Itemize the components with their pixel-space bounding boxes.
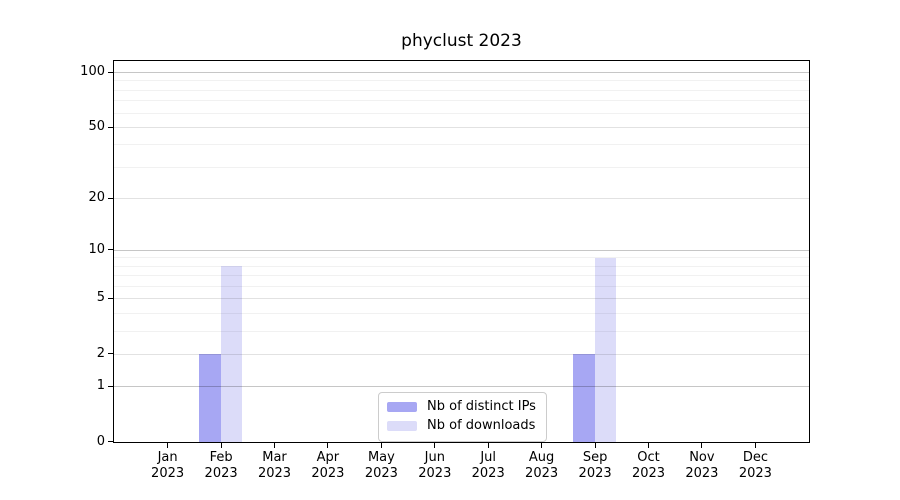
x-tick-label-jun: Jun 2023 <box>418 450 452 481</box>
gridline-100 <box>114 72 809 74</box>
bar-ips-sep <box>573 354 595 442</box>
x-tick-label-dec: Dec 2023 <box>738 450 772 481</box>
bar-ips-feb <box>199 354 221 442</box>
gridline-60 <box>114 112 809 114</box>
gridline-1 <box>114 386 809 388</box>
gridline-70 <box>114 100 809 102</box>
gridline-6 <box>114 285 809 287</box>
legendend-box: Nb of distinct IPs Nb of downloads <box>378 392 547 442</box>
y-tick-10 <box>108 249 113 251</box>
gridline-7 <box>114 275 809 277</box>
y-tick-label-20: 20 <box>88 190 105 205</box>
gridline-3 <box>114 330 809 332</box>
y-tick-5 <box>108 297 113 299</box>
x-tick-label-oct: Oct 2023 <box>631 450 666 481</box>
y-tick-100 <box>108 71 113 73</box>
gridline-50 <box>114 126 809 128</box>
x-tick-label-may: May 2023 <box>364 450 398 481</box>
y-tick-20 <box>108 197 113 199</box>
y-tick-50 <box>108 126 113 128</box>
legend-row-downloads: Nb of downloads <box>387 416 536 435</box>
x-tick-nov <box>701 443 703 448</box>
gridline-20 <box>114 197 809 199</box>
x-tick-label-nov: Nov 2023 <box>685 450 719 481</box>
legend-swatch-ips <box>387 401 417 412</box>
gridline-90 <box>114 80 809 82</box>
gridline-9 <box>114 257 809 259</box>
x-tick-jul <box>487 443 489 448</box>
x-tick-aug <box>541 443 543 448</box>
gridline-4 <box>114 312 809 314</box>
x-tick-mar <box>274 443 275 448</box>
y-tick-label-0: 0 <box>96 433 105 449</box>
x-tick-dec <box>754 443 756 448</box>
legend-swatch-downloads <box>387 420 417 431</box>
legend-label-downloads: Nb of downloads <box>427 418 536 433</box>
y-tick-label-5: 5 <box>96 290 105 306</box>
x-tick-label-mar: Mar 2023 <box>257 450 292 481</box>
y-tick-label-10: 10 <box>88 241 105 257</box>
gridline-40 <box>114 144 809 146</box>
x-tick-label-apr: Apr 2023 <box>311 450 345 481</box>
x-tick-feb <box>220 443 222 448</box>
bar-downloads-feb <box>220 266 243 442</box>
x-tick-label-jul: Jul 2023 <box>471 450 505 481</box>
y-tick-2 <box>108 353 113 355</box>
x-tick-label-jan: Jan 2023 <box>151 450 185 481</box>
plot-area <box>113 60 810 443</box>
legend-label-ips: Nb of distinct IPs <box>427 399 536 414</box>
x-tick-jan <box>167 443 169 448</box>
y-tick-label-1: 1 <box>96 378 105 394</box>
y-tick-1 <box>108 385 113 387</box>
y-tick-label-100: 100 <box>80 64 105 80</box>
gridline-5 <box>114 298 809 300</box>
gridline-80 <box>114 89 809 91</box>
x-tick-oct <box>648 443 649 448</box>
gridline-2 <box>114 353 809 355</box>
chart-title: phyclust 2023 <box>401 31 522 51</box>
y-tick-label-2: 2 <box>96 345 105 361</box>
x-tick-apr <box>327 443 329 448</box>
x-tick-jun <box>434 443 436 448</box>
gridline-8 <box>114 265 809 267</box>
bar-downloads-sep <box>594 257 617 442</box>
x-tick-label-sep: Sep 2023 <box>578 450 612 481</box>
x-tick-label-feb: Feb 2023 <box>204 450 238 481</box>
x-tick-label-aug: Aug 2023 <box>525 450 559 481</box>
legend-row-ips: Nb of distinct IPs <box>387 397 536 416</box>
x-tick-sep <box>594 443 596 448</box>
gridlines-layer <box>114 61 809 442</box>
gridline-30 <box>114 166 809 168</box>
bars-layer <box>114 61 809 442</box>
y-tick-0 <box>108 441 113 443</box>
gridline-10 <box>114 249 809 251</box>
x-tick-may <box>380 443 382 448</box>
y-tick-label-50: 50 <box>88 119 105 134</box>
